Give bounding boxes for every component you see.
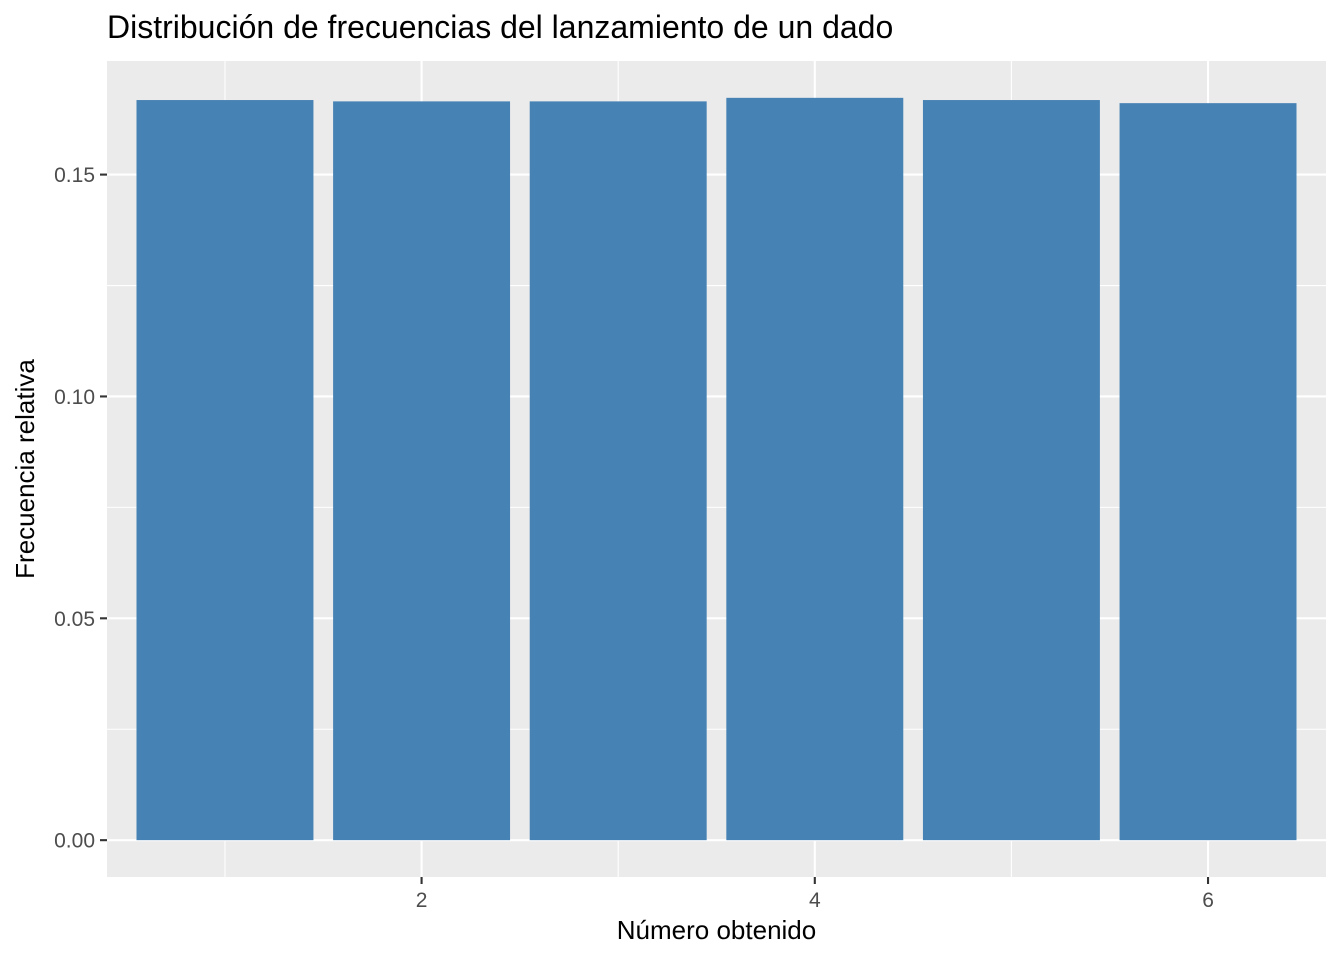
bar (726, 97, 904, 841)
x-axis: 2 4 6 (416, 877, 1214, 912)
y-tick-label: 0.15 (54, 164, 95, 187)
y-tick-label: 0.10 (54, 386, 95, 409)
chart-title: Distribución de frecuencias del lanzamie… (107, 9, 893, 45)
bar (529, 101, 707, 841)
x-axis-title: Número obtenido (617, 915, 816, 945)
bars (136, 97, 1297, 841)
y-tick-label: 0.00 (54, 830, 95, 853)
bar (333, 101, 511, 841)
x-tick-label: 2 (416, 889, 428, 912)
y-axis: 0.00 0.05 0.10 0.15 (54, 164, 107, 853)
x-tick-label: 6 (1202, 889, 1214, 912)
y-tick-label: 0.05 (54, 608, 95, 631)
y-axis-title: Frecuencia relativa (10, 359, 40, 579)
bar (922, 100, 1100, 841)
bar (1119, 103, 1297, 841)
x-tick-label: 4 (809, 889, 821, 912)
bar (136, 100, 314, 841)
